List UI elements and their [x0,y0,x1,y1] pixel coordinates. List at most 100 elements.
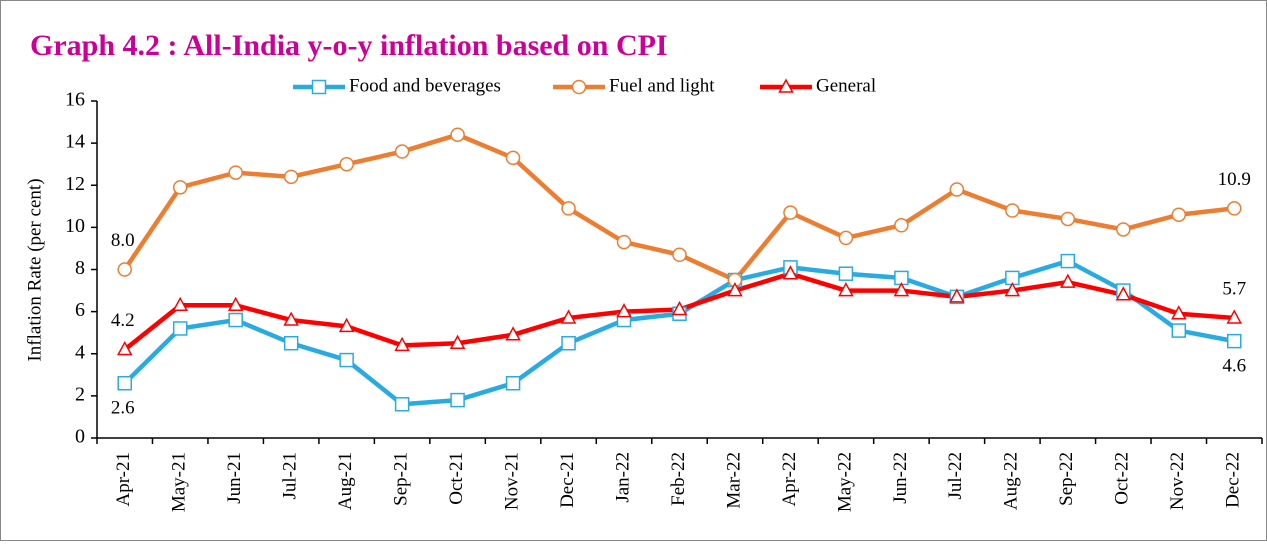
data-label: 4.6 [1222,355,1246,376]
y-tick-label: 0 [75,426,85,448]
legend-label: Food and beverages [349,75,501,96]
series-marker [671,300,688,316]
y-tick-label: 16 [65,89,85,111]
series-marker [838,266,854,281]
series-marker [505,150,521,166]
x-tick-label: Jan-22 [612,452,633,503]
series-marker [283,335,299,351]
data-label: 5.7 [1222,278,1246,299]
series-marker [116,340,133,356]
series-marker [616,234,632,250]
legend-marker [311,79,327,95]
series-marker [1060,273,1076,288]
series-marker [339,352,354,368]
series-marker [949,182,965,197]
y-tick-label: 14 [65,131,85,153]
x-tick-label: Nov-21 [501,452,522,510]
series-marker [1004,281,1021,297]
series-marker [505,326,521,341]
series-marker [394,336,410,352]
x-tick-label: May-21 [169,452,190,512]
y-tick-label: 4 [75,341,85,363]
series-marker [1227,201,1242,216]
x-tick-label: Oct-22 [1112,452,1133,505]
series-marker [838,230,854,246]
x-tick-label: Aug-22 [1001,452,1022,510]
series-marker [338,317,355,333]
series-marker [450,127,465,142]
chart-title: Graph 4.2 : All-India y-o-y inflation ba… [30,29,668,62]
data-label: 4.2 [111,310,135,331]
series-marker [783,205,798,220]
series-marker [1171,207,1187,222]
x-tick-label: Jun-21 [224,452,245,504]
x-tick-label: Apr-22 [779,452,800,507]
series-marker [1116,222,1131,237]
series-marker [672,247,687,263]
series-marker [1005,203,1020,218]
series-marker [561,335,576,351]
series-marker [838,281,854,297]
series-marker [782,265,799,280]
x-tick-label: Sep-21 [390,452,411,506]
series-marker [1171,323,1187,338]
x-tick-label: Aug-21 [335,452,356,510]
x-tick-label: Sep-22 [1056,452,1077,506]
x-tick-label: Jul-22 [945,452,966,500]
series-marker [172,296,188,312]
series-marker [893,281,910,297]
y-tick-label: 8 [75,257,85,279]
y-axis-label: Inflation Rate (per cent) [24,178,45,361]
series-marker [228,312,243,328]
series-marker [228,165,243,180]
series-marker [394,144,410,159]
series-marker [117,375,132,391]
series-marker [449,334,466,349]
series-marker [227,296,244,312]
x-tick-label: Apr-21 [113,452,134,507]
y-tick-label: 10 [65,215,85,237]
series-marker [561,201,576,216]
series-marker [560,309,577,324]
series-marker [1060,253,1076,269]
series-marker [283,311,299,326]
x-tick-label: Jun-22 [890,452,911,504]
series-marker [894,218,909,233]
y-tick-label: 12 [65,173,85,195]
x-tick-label: Dec-22 [1223,452,1244,508]
x-tick-label: Nov-22 [1167,452,1188,510]
legend-marker [778,78,794,93]
series-marker [172,180,188,195]
data-label: 8.0 [111,230,135,251]
series-marker [394,397,410,412]
series-marker [283,169,299,185]
series-marker [1227,333,1242,349]
series-marker [450,392,465,408]
series-marker [505,375,521,391]
series-marker [616,303,632,318]
series-marker [727,281,743,297]
x-tick-label: Jul-21 [280,452,301,500]
x-tick-label: Feb-22 [668,452,689,506]
legend-label: Fuel and light [609,75,715,96]
series-marker [1226,309,1243,324]
x-tick-label: May-22 [834,452,855,512]
x-tick-label: Oct-21 [446,452,467,505]
series-marker [172,321,188,336]
series-marker [1171,305,1187,320]
legend-marker [571,79,587,95]
legend-label: General [816,75,876,96]
series-marker [1115,286,1132,301]
data-label: 10.9 [1218,169,1251,190]
data-label: 2.6 [111,398,135,419]
series-marker [1060,211,1076,227]
y-tick-label: 2 [75,383,85,405]
x-tick-label: Mar-22 [723,452,744,509]
x-tick-label: Dec-21 [557,452,578,508]
series-marker [339,156,354,172]
series-marker [117,262,132,277]
y-tick-label: 6 [75,299,85,321]
